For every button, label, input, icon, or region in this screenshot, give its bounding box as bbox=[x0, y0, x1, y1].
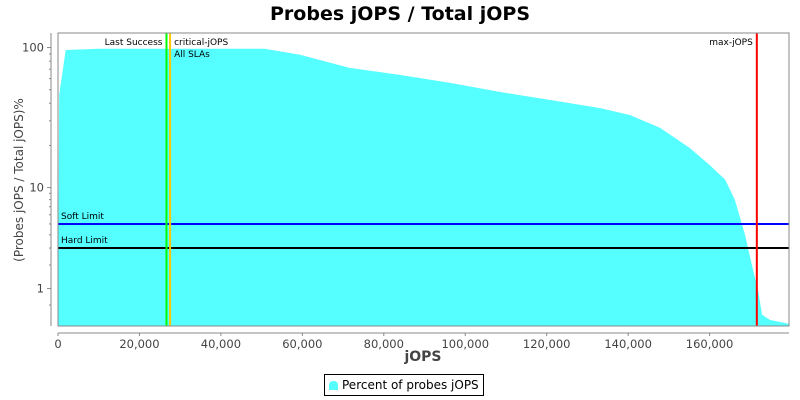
marker-label: All SLAs bbox=[174, 50, 210, 60]
marker-label: Hard Limit bbox=[61, 236, 108, 246]
marker-label: Soft Limit bbox=[61, 212, 104, 222]
marker-label: max-jOPS bbox=[709, 38, 753, 48]
x-tick-label: 20,000 bbox=[119, 337, 159, 351]
marker-label: critical-jOPS bbox=[174, 38, 228, 48]
x-tick-label: 60,000 bbox=[282, 337, 322, 351]
x-tick-label: 0 bbox=[54, 337, 61, 351]
y-axis-label: (Probes jOPS / Total jOPS)% bbox=[12, 98, 26, 262]
y-tick-label: 10 bbox=[29, 181, 44, 195]
x-axis-label: jOPS bbox=[404, 349, 442, 365]
legend-swatch bbox=[329, 380, 338, 390]
x-tick-label: 40,000 bbox=[201, 337, 241, 351]
area-series-0 bbox=[58, 48, 789, 327]
x-tick-label: 100,000 bbox=[441, 337, 489, 351]
y-tick-label: 100 bbox=[22, 41, 44, 55]
x-tick-label: 80,000 bbox=[364, 337, 404, 351]
marker-label: Last Success bbox=[105, 38, 163, 48]
x-tick-label: 120,000 bbox=[523, 337, 571, 351]
legend: Percent of probes jOPS bbox=[324, 374, 484, 396]
x-tick-label: 140,000 bbox=[604, 337, 652, 351]
x-tick-label: 160,000 bbox=[686, 337, 734, 351]
legend-label: Percent of probes jOPS bbox=[342, 378, 479, 392]
y-tick-label: 1 bbox=[37, 282, 44, 296]
plot-frame bbox=[57, 32, 790, 327]
chart-title: Probes jOPS / Total jOPS bbox=[270, 3, 530, 25]
